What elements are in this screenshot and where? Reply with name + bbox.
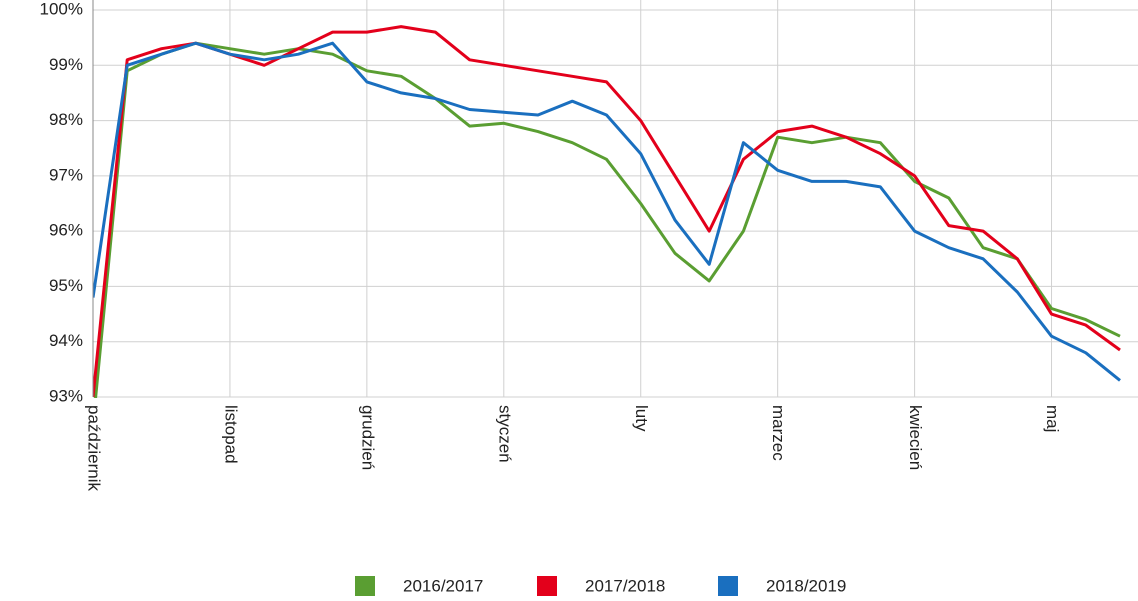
x-tick-label: listopad	[221, 405, 240, 464]
series-line	[94, 41, 1121, 398]
legend-swatch	[718, 576, 738, 596]
x-tick-label: marzec	[769, 405, 788, 461]
y-tick-label: 99%	[49, 55, 83, 74]
legend-swatch	[537, 576, 557, 596]
legend-label: 2016/2017	[403, 576, 483, 595]
x-tick-label: grudzień	[358, 405, 377, 470]
x-tick-label: październik	[85, 405, 104, 491]
x-tick-label: kwiecień	[906, 405, 925, 470]
y-tick-label: 94%	[49, 331, 83, 350]
legend-swatch	[355, 576, 375, 596]
plot-area	[93, 25, 1121, 398]
y-tick-label: 93%	[49, 386, 83, 405]
y-tick-label: 100%	[40, 0, 83, 18]
x-tick-label: luty	[632, 405, 651, 432]
x-tick-label: maj	[1043, 405, 1062, 432]
y-tick-label: 95%	[49, 276, 83, 295]
y-tick-label: 97%	[49, 165, 83, 184]
x-tick-label: styczeń	[495, 405, 514, 463]
y-tick-label: 96%	[49, 221, 83, 240]
legend-label: 2018/2019	[766, 576, 846, 595]
y-tick-label: 98%	[49, 110, 83, 129]
legend-label: 2017/2018	[585, 576, 665, 595]
series-line	[93, 41, 1121, 382]
series-line	[93, 25, 1121, 398]
